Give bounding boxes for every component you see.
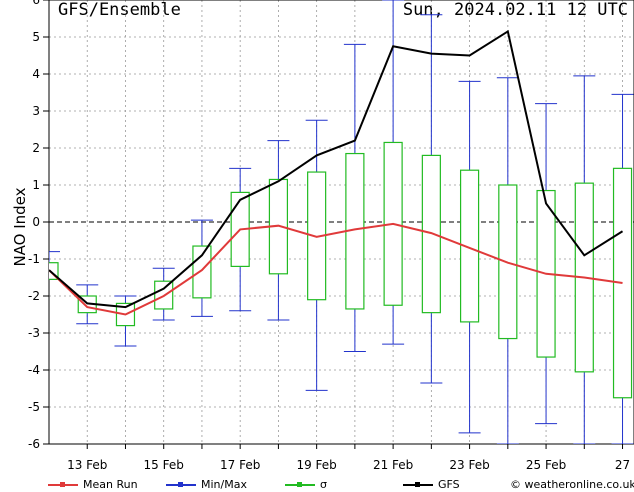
y-tick-label: 3: [32, 104, 40, 118]
gfs-line: [49, 29, 624, 309]
credit: © weatheronline.co.uk: [510, 478, 634, 491]
y-tick-label: 2: [32, 141, 40, 155]
y-tick-label: -6: [28, 437, 40, 451]
y-tick-label: 6: [32, 0, 40, 7]
x-tick-label: 15 Feb: [144, 458, 184, 472]
legend-gfs: GFS: [403, 478, 460, 492]
x-tick-label: 17 Feb: [220, 458, 260, 472]
min-max-swatch: [166, 482, 196, 487]
sigma-box: [459, 169, 480, 323]
legend-min-max: Min/Max: [166, 478, 247, 492]
legend-sigma: σ: [285, 478, 327, 492]
legend-mean-run-label: Mean Run: [83, 478, 138, 491]
y-tick-label: 5: [32, 30, 40, 44]
y-tick-label: 0: [32, 215, 40, 229]
x-tick-label: 21 Feb: [373, 458, 413, 472]
y-tick-label: 4: [32, 67, 40, 81]
y-tick-label: 1: [32, 178, 40, 192]
x-tick-label: 23 Feb: [449, 458, 489, 472]
legend-mean-run: Mean Run: [48, 478, 138, 492]
plot-frame: [48, 0, 634, 445]
y-tick-label: -1: [28, 252, 40, 266]
x-tick-label: 19 Feb: [296, 458, 336, 472]
sigma-box: [49, 262, 59, 280]
x-tick-label: 27: [615, 458, 630, 472]
legend-gfs-label: GFS: [438, 478, 460, 491]
y-tick-label: -5: [28, 400, 40, 414]
x-tick-label: 13 Feb: [67, 458, 107, 472]
y-tick-label: -3: [28, 326, 40, 340]
run-datetime: Sun, 2024.02.11 12 UTC: [402, 0, 628, 20]
x-tick-label: 25 Feb: [526, 458, 566, 472]
chart-title: GFS/Ensemble: [58, 0, 181, 20]
mean-run-line: [49, 222, 623, 316]
y-tick-label: -2: [28, 289, 40, 303]
gfs-swatch: [403, 482, 433, 487]
mean-run-swatch: [48, 482, 78, 487]
legend-min-max-label: Min/Max: [201, 478, 247, 491]
y-tick-label: -4: [28, 363, 40, 377]
sigma-swatch: [285, 482, 315, 487]
plot-area: [49, 0, 634, 444]
legend-sigma-label: σ: [320, 478, 327, 491]
